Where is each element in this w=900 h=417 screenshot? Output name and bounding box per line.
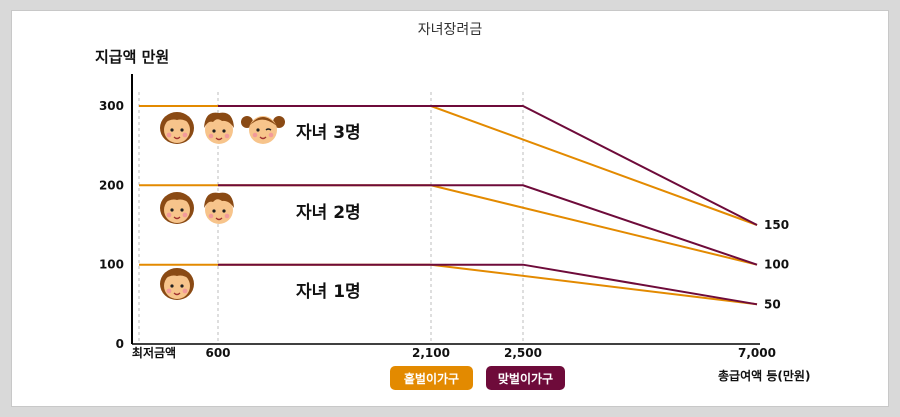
x-axis-label: 총급여액 등(만원) <box>718 368 810 383</box>
girl-face-icon <box>159 267 195 301</box>
legend-item-1: 맞벌이가구 <box>486 366 565 390</box>
one-child-icon <box>159 267 195 301</box>
legend-item-0: 홑벌이가구 <box>390 366 473 390</box>
girl-face-icon <box>159 191 195 225</box>
two-children-icons <box>159 191 235 225</box>
legend-swatch <box>486 366 565 390</box>
winking-girl-face-icon <box>240 115 286 145</box>
boy-face-icon <box>203 191 235 225</box>
chart-frame <box>11 10 889 407</box>
legend-label: 홑벌이가구 <box>404 371 459 386</box>
legend-label: 맞벌이가구 <box>498 371 553 386</box>
right-tick-label: 150 <box>764 218 789 232</box>
label-one-child: 자녀 1명 <box>296 282 361 302</box>
y-axis-label: 지급액 만원 <box>95 48 169 66</box>
series-line-2 <box>139 184 758 266</box>
series-line-1 <box>218 263 758 306</box>
right-tick-label: 100 <box>764 258 789 272</box>
y-tick-label: 200 <box>99 178 124 192</box>
axes <box>131 74 760 345</box>
y-tick-label: 100 <box>99 258 124 272</box>
y-tick-label: 300 <box>99 99 124 113</box>
legend-swatch <box>390 366 473 390</box>
x-tick-label: 2,500 <box>504 346 542 360</box>
boy-face-icon <box>203 111 235 145</box>
three-children-icons <box>159 111 286 145</box>
x-tick-label: 최저금액 <box>132 345 176 360</box>
x-tick-label: 7,000 <box>738 346 776 360</box>
tick-labels: 0 100 200 300 최저금액 600 2,100 2,500 7,000 150 100 50 <box>99 99 789 360</box>
series-line-3 <box>218 184 758 266</box>
legend: 홑벌이가구 맞벌이가구 <box>390 366 565 390</box>
label-three-children: 자녀 3명 <box>296 123 361 143</box>
series-line-5 <box>218 105 758 226</box>
series-line-0 <box>139 263 758 306</box>
right-tick-label: 50 <box>764 297 781 311</box>
x-tick-label: 600 <box>205 346 230 360</box>
y-tick-label: 0 <box>116 337 124 351</box>
chart-title: 자녀장려금 <box>418 22 483 38</box>
girl-face-icon <box>159 111 195 145</box>
label-two-children: 자녀 2명 <box>296 203 361 223</box>
x-tick-label: 2,100 <box>412 346 450 360</box>
series-lines <box>139 105 758 306</box>
